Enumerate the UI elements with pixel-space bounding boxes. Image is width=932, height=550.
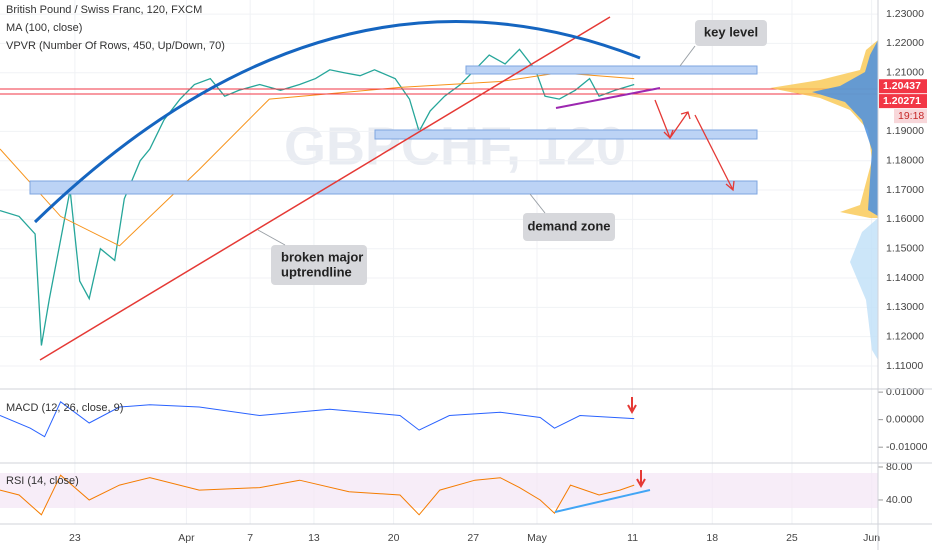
- note: demand zone: [527, 218, 610, 233]
- y-tick-label: 80.00: [886, 461, 912, 473]
- legend-label: MA (100, close): [6, 22, 82, 34]
- x-tick-label: Jun: [863, 532, 880, 544]
- x-tick-label: 13: [308, 532, 320, 544]
- zone: [374, 129, 758, 140]
- note-box: [523, 213, 615, 241]
- x-tick-label: 25: [786, 532, 798, 544]
- price-tag-label: 1.20437: [883, 80, 921, 92]
- y-tick-label: 40.00: [886, 494, 912, 506]
- y-tick-label: 1.12000: [886, 330, 924, 342]
- note: key level: [704, 24, 758, 39]
- arc: [33, 20, 641, 224]
- demand-zone: [29, 180, 758, 195]
- x-tick-label: 7: [247, 532, 253, 544]
- x-tick-label: 18: [706, 532, 718, 544]
- x-tick-label: 23: [69, 532, 81, 544]
- y-tick-label: -0.01000: [886, 441, 928, 453]
- leader: [679, 45, 696, 67]
- y-tick-label: 1.19000: [886, 125, 924, 137]
- leader: [257, 229, 286, 246]
- watermark: GBPCHF, 120: [284, 116, 626, 176]
- indicator-label: RSI (14, close): [6, 475, 79, 487]
- leader: [529, 193, 546, 214]
- rsi-trendline: [554, 489, 651, 513]
- note-box: [695, 20, 767, 46]
- y-tick-label: 1.16000: [886, 213, 924, 225]
- y-tick-label: 1.14000: [886, 272, 924, 284]
- y-tick-label: 1.18000: [886, 154, 924, 166]
- series-line: [0, 48, 635, 346]
- series-line: [0, 474, 635, 516]
- key-level-zone: [465, 65, 758, 75]
- note-box: [271, 245, 367, 285]
- indicator-label: MACD (12, 26, close, 9): [6, 402, 123, 414]
- price-tag-label: 1.20271: [883, 95, 921, 107]
- countdown-tag: [894, 109, 927, 124]
- y-tick-label: 1.15000: [886, 242, 924, 254]
- x-tick-label: Apr: [178, 532, 195, 544]
- y-tick-label: 0.00000: [886, 413, 924, 425]
- y-tick-label: 1.23000: [886, 8, 924, 20]
- price-tag: [879, 79, 927, 94]
- arrows: [654, 99, 735, 192]
- series-line: [0, 72, 635, 247]
- y-tick-label: 1.11000: [886, 360, 923, 372]
- y-tick-label: 1.13000: [886, 301, 924, 313]
- y-tick-label: 0.01000: [886, 386, 924, 398]
- trendline: [39, 16, 611, 361]
- volume-profile: [812, 40, 878, 216]
- indicator-label: VPVR (Number Of Rows, 450, Up/Down, 70): [6, 40, 225, 52]
- x-tick-label: May: [527, 532, 548, 544]
- x-tick-label: 27: [467, 532, 479, 544]
- volume-profile: [850, 218, 878, 360]
- signal-arrows: [627, 397, 646, 489]
- support-line: [555, 87, 661, 109]
- price-tag: [879, 94, 927, 109]
- chart-title: British Pound / Swiss Franc, 120, FXCM: [6, 4, 202, 16]
- note: uptrendline: [281, 264, 352, 279]
- y-tick-label: 1.22000: [886, 37, 924, 49]
- y-tick-label: 1.17000: [886, 184, 924, 196]
- series-line: [0, 401, 635, 438]
- countdown: 19:18: [898, 110, 924, 122]
- x-tick-label: 11: [627, 532, 638, 544]
- y-tick-label: 1.21000: [886, 67, 924, 79]
- x-tick-label: 20: [388, 532, 400, 544]
- note: broken major: [281, 249, 363, 264]
